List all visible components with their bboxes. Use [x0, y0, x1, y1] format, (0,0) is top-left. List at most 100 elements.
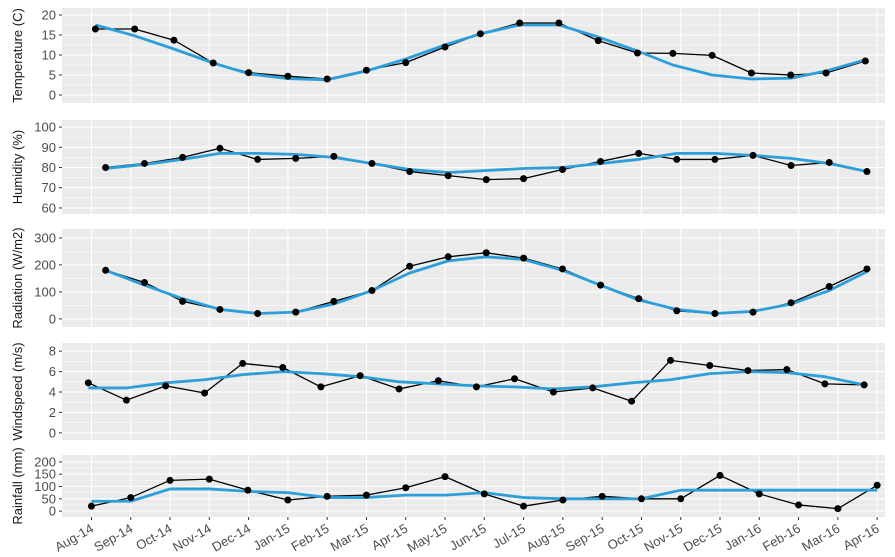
data-point: [209, 59, 217, 67]
data-point: [559, 496, 567, 504]
data-point: [749, 308, 757, 316]
data-point: [122, 396, 130, 404]
data-point: [201, 389, 209, 397]
data-point: [635, 295, 643, 303]
data-point: [87, 502, 95, 510]
data-point: [162, 382, 170, 390]
data-point: [863, 265, 871, 273]
data-point: [673, 307, 681, 315]
data-point: [434, 377, 442, 385]
data-point: [472, 383, 480, 391]
data-point: [102, 266, 110, 274]
data-point: [755, 490, 763, 498]
x-tick-label: Sep-15: [563, 521, 607, 555]
data-point: [589, 384, 597, 392]
y-tick-label: 50: [42, 491, 56, 506]
x-tick-label: Mar-15: [328, 521, 371, 555]
data-point: [140, 278, 148, 286]
x-tick-label: Nov-15: [641, 521, 685, 555]
data-point: [520, 254, 528, 262]
x-tick-label: Jun-15: [447, 521, 489, 554]
data-point: [873, 481, 881, 489]
data-point: [102, 164, 110, 172]
data-point: [441, 43, 449, 51]
series-line: [105, 151, 868, 174]
data-point: [549, 388, 557, 396]
data-point: [825, 283, 833, 291]
data-point: [480, 490, 488, 498]
x-tick-label: Dec-15: [681, 521, 725, 555]
data-point: [395, 385, 403, 393]
data-point: [284, 496, 292, 504]
y-tick-label: 300: [34, 230, 56, 245]
x-tick-label: Apr-16: [840, 521, 881, 554]
data-point: [362, 491, 370, 499]
data-point: [244, 486, 252, 494]
data-point: [482, 176, 490, 184]
data-point: [179, 297, 187, 305]
x-tick-label: Oct-14: [133, 521, 174, 553]
data-point: [783, 366, 791, 374]
data-point: [368, 159, 376, 167]
data-point: [787, 299, 795, 307]
data-point: [558, 265, 566, 273]
data-point: [673, 155, 681, 163]
data-point: [516, 19, 524, 27]
data-point: [323, 492, 331, 500]
y-axis-label: Rainfall (mm): [10, 447, 25, 524]
data-point: [140, 159, 148, 167]
panel-background: [62, 229, 885, 327]
data-point: [708, 51, 716, 59]
data-point: [555, 19, 563, 27]
data-point: [749, 151, 757, 159]
data-point: [254, 310, 262, 318]
data-point: [317, 383, 325, 391]
data-point: [834, 505, 842, 513]
y-tick-label: 10: [42, 48, 56, 63]
x-tick-label: Jan-16: [722, 521, 764, 554]
data-point: [628, 397, 636, 405]
data-point: [635, 149, 643, 157]
x-tick-label: Jan-15: [250, 521, 292, 554]
series-line: [105, 255, 868, 315]
y-tick-label: 200: [34, 257, 56, 272]
y-tick-label: 200: [34, 454, 56, 469]
data-point: [706, 361, 714, 369]
data-point: [292, 308, 300, 316]
data-point: [284, 72, 292, 80]
data-point: [677, 495, 685, 503]
data-point: [634, 49, 642, 57]
data-point: [245, 69, 253, 77]
y-tick-label: 0: [49, 311, 56, 326]
data-point: [597, 157, 605, 165]
data-point: [821, 380, 829, 388]
y-tick-label: 0: [49, 425, 56, 440]
data-point: [330, 152, 338, 160]
data-point: [520, 175, 528, 183]
data-point: [520, 502, 528, 510]
data-point: [558, 166, 566, 174]
data-point: [667, 356, 675, 364]
data-point: [637, 495, 645, 503]
y-tick-label: 6: [49, 364, 56, 379]
data-point: [406, 168, 414, 176]
y-tick-label: 100: [34, 479, 56, 494]
data-point: [482, 249, 490, 257]
data-point: [597, 281, 605, 289]
y-axis-label: Temperature (C): [10, 8, 25, 103]
data-point: [787, 71, 795, 79]
x-tick-label: May-15: [404, 521, 449, 556]
data-point: [825, 158, 833, 166]
data-point: [444, 253, 452, 261]
y-tick-label: 2: [49, 405, 56, 420]
x-tick-label: Oct-15: [605, 521, 646, 553]
data-point: [170, 36, 178, 44]
data-point: [166, 476, 174, 484]
data-point: [254, 155, 262, 163]
data-point: [362, 66, 370, 74]
x-tick-label: Dec-14: [209, 521, 253, 555]
y-tick-label: 20: [42, 8, 56, 23]
y-tick-label: 0: [49, 88, 56, 103]
y-tick-label: 70: [42, 180, 56, 195]
x-tick-label: Apr-15: [369, 521, 410, 554]
